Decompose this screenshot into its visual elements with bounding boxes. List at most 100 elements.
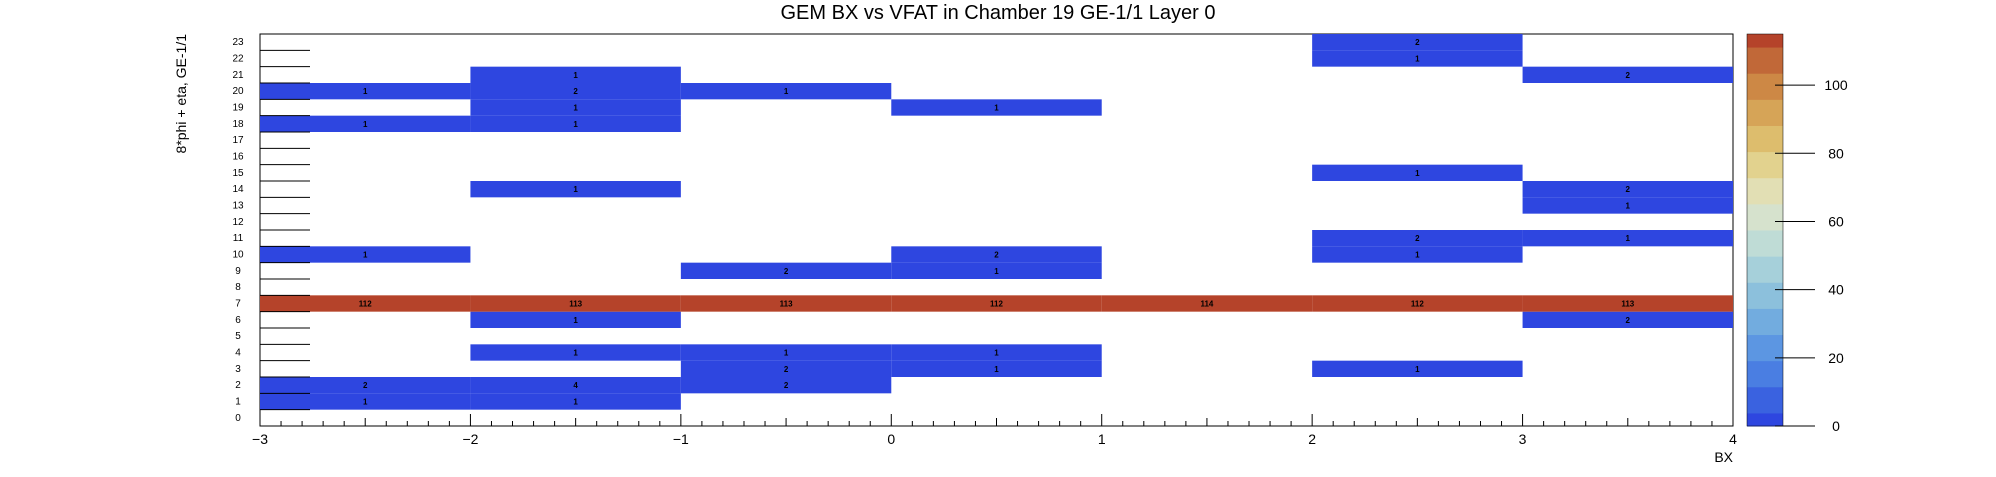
y-tick-label: 16 [232, 152, 244, 163]
cell-value-label: 1 [994, 349, 999, 358]
cell-value-label: 1 [573, 71, 578, 80]
x-tick-label: −3 [252, 431, 268, 447]
y-tick-label: 19 [232, 103, 244, 114]
heatmap-cell [1522, 295, 1733, 312]
y-tick-label: 10 [232, 250, 244, 261]
colorbar-band [1747, 138, 1783, 153]
cell-value-label: 1 [1415, 169, 1420, 178]
cell-value-label: 1 [573, 398, 578, 407]
heatmap-cell [1312, 246, 1523, 263]
y-tick-label: 15 [232, 168, 244, 179]
cell-value-label: 1 [994, 104, 999, 113]
y-tick-label: 5 [235, 331, 241, 342]
colorbar-band [1747, 125, 1783, 140]
colorbar-band [1747, 269, 1783, 283]
heatmap-cell [680, 344, 892, 361]
cell-value-label: 1 [784, 87, 789, 96]
y-tick-label: 11 [233, 233, 244, 244]
colorbar-band [1747, 321, 1783, 336]
heatmap-cell [891, 246, 1102, 263]
colorbar-tick-label: 0 [1832, 418, 1840, 434]
y-tick-label: 14 [232, 184, 244, 195]
colorbar-band [1747, 47, 1783, 61]
colorbar-band [1747, 177, 1783, 192]
heatmap-cell [1312, 164, 1523, 181]
colorbar-band [1747, 203, 1783, 218]
y-axis-label: 8*phi + eta, GE-1/1 [173, 34, 189, 154]
y-tick-label: 0 [235, 413, 241, 424]
heatmap-cell [470, 377, 681, 394]
y-tick-label: 12 [232, 217, 244, 228]
cell-value-label: 1 [1415, 55, 1420, 64]
colorbar-band [1747, 86, 1783, 100]
colorbar-tick-label: 60 [1828, 213, 1844, 229]
colorbar-tick-label: 20 [1828, 350, 1844, 366]
heatmap-cell [260, 115, 471, 132]
colorbar-band [1747, 34, 1783, 48]
heatmap-cell [470, 115, 681, 132]
cell-value-label: 2 [1626, 71, 1631, 80]
y-tick-label: 17 [232, 135, 244, 146]
cell-value-label: 2 [573, 87, 578, 96]
colorbar-band [1747, 60, 1783, 74]
heatmap-cell [1522, 181, 1733, 198]
cell-value-label: 1 [363, 398, 368, 407]
cell-value-label: 1 [1626, 234, 1631, 243]
heatmap-cell [1312, 230, 1523, 247]
cell-value-label: 2 [784, 267, 789, 276]
y-tick-label: 2 [235, 380, 241, 391]
cell-value-label: 1 [1415, 365, 1420, 374]
cell-value-label: 1 [994, 365, 999, 374]
cell-value-label: 2 [994, 251, 999, 260]
x-axis-label: BX [1714, 449, 1733, 465]
colorbar-band [1747, 308, 1783, 322]
colorbar-band [1747, 243, 1783, 257]
x-tick-label: 3 [1519, 431, 1527, 447]
cell-value-label: 2 [363, 381, 368, 390]
heatmap-cell [470, 311, 681, 328]
heatmap-cell [891, 262, 1102, 279]
cell-value-label: 114 [1200, 300, 1213, 309]
cell-value-label: 1 [1415, 251, 1420, 260]
cell-value-label: 112 [359, 300, 372, 309]
heatmap-cell [1522, 311, 1733, 328]
cell-value-label: 112 [990, 300, 1003, 309]
cell-value-label: 1 [573, 316, 578, 325]
y-tick-label: 18 [232, 119, 244, 130]
y-tick-label: 7 [235, 299, 241, 310]
y-tick-label: 20 [232, 86, 244, 97]
cell-value-label: 2 [1626, 316, 1631, 325]
cell-value-label: 2 [784, 381, 789, 390]
heatmap-cell [1522, 197, 1733, 214]
heatmap-cell [470, 181, 681, 198]
heatmap-cell [680, 83, 892, 100]
y-tick-label: 13 [232, 201, 244, 212]
colorbar-band [1747, 399, 1783, 414]
cell-value-label: 1 [363, 87, 368, 96]
heatmap-cell [891, 360, 1102, 377]
cell-value-label: 113 [1621, 300, 1634, 309]
colorbar-frame [1746, 33, 1784, 427]
heatmap-cell [260, 83, 471, 100]
heatmap-cell [680, 262, 892, 279]
y-tick-label: 22 [232, 54, 244, 65]
heatmap-cell [470, 66, 681, 83]
y-tick-label: 4 [235, 348, 241, 359]
colorbar-band [1747, 190, 1783, 205]
y-tick-label: 3 [235, 364, 241, 375]
colorbar-band [1747, 386, 1783, 401]
colorbar-band [1747, 334, 1783, 349]
cell-value-label: 1 [573, 185, 578, 194]
cell-value-label: 2 [1626, 185, 1631, 194]
colorbar-band [1747, 216, 1783, 231]
y-tick-label: 1 [235, 397, 241, 408]
cell-value-label: 2 [1415, 38, 1420, 47]
heatmap-cell [1522, 230, 1733, 247]
cell-value-label: 1 [573, 349, 578, 358]
cell-value-label: 1 [573, 104, 578, 113]
chart-title: GEM BX vs VFAT in Chamber 19 GE-1/1 Laye… [780, 2, 1216, 24]
cell-value-label: 1 [363, 120, 368, 129]
colorbar-tick-label: 80 [1828, 145, 1844, 161]
x-tick-label: 2 [1308, 431, 1316, 447]
heatmap-cell [470, 295, 681, 312]
